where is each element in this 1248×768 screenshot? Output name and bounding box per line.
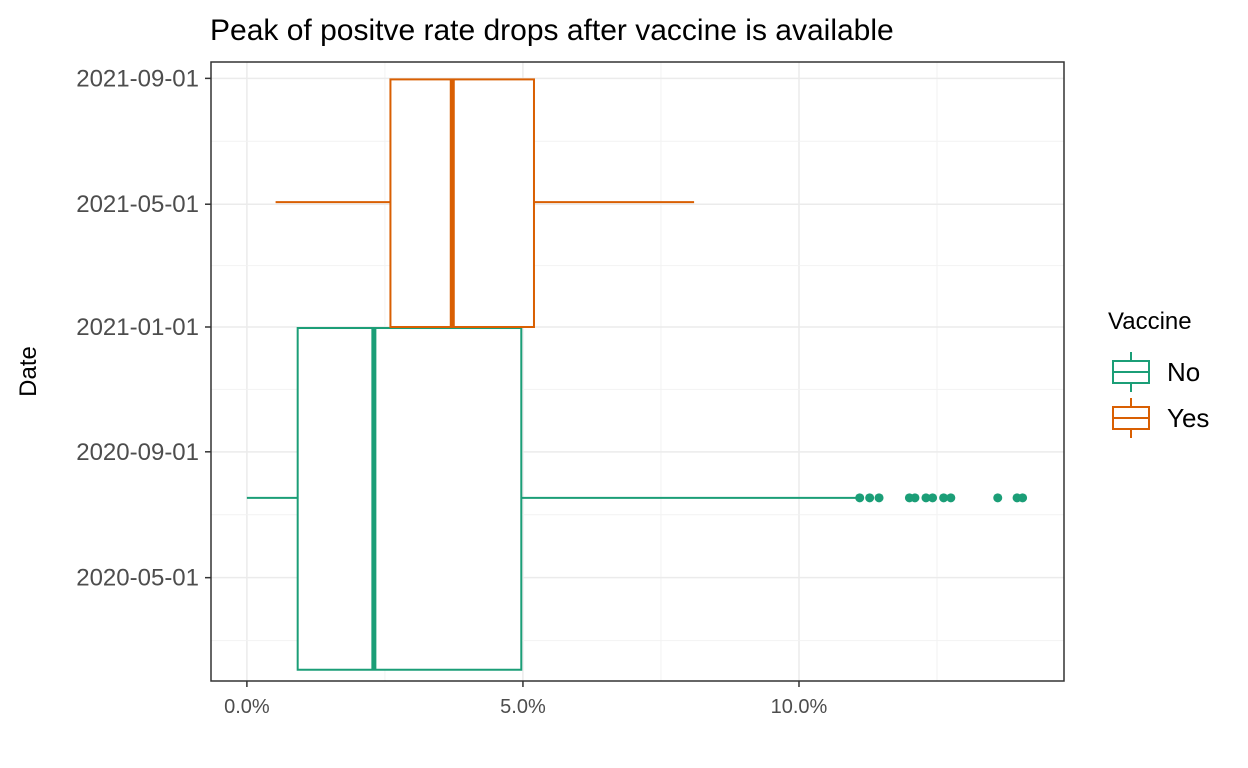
outlier-point [993,493,1003,503]
y-axis-title: Date [15,346,42,397]
x-tick-label: 5.0% [500,696,546,718]
outlier-point [865,493,875,503]
box-iqr [389,78,535,328]
legend-title: Vaccine [1108,308,1192,335]
outlier-point [946,493,956,503]
x-axis: 0.0% 5.0% 10.0% [224,681,828,718]
legend-label-no: No [1167,357,1200,387]
x-tick-label: 10.0% [771,696,828,718]
y-tick-label: 2021-01-01 [76,314,199,341]
outlier-point [910,493,920,503]
chart-title: Peak of positve rate drops after vaccine… [210,14,894,47]
outlier-point [874,493,884,503]
outlier-point [855,493,865,503]
boxes [246,78,1028,671]
y-tick-label: 2020-05-01 [76,565,199,592]
legend: Vaccine No Yes [1108,308,1209,438]
outlier-point [921,493,931,503]
outlier-point [1018,493,1028,503]
plot-panel [210,61,1065,682]
box-no [246,327,1028,671]
y-tick-label: 2021-05-01 [76,191,199,218]
box-yes [275,78,695,328]
y-tick-label: 2021-09-01 [76,65,199,92]
y-axis: 2020-05-01 2020-09-01 2021-01-01 2021-05-01… [76,65,211,592]
y-tick-label: 2020-09-01 [76,439,199,466]
x-tick-label: 0.0% [224,696,270,718]
legend-label-yes: Yes [1167,403,1209,433]
box-iqr [296,327,523,671]
outlier-point [928,493,938,503]
legend-key-yes [1112,398,1150,438]
legend-key-no [1112,352,1150,392]
outlier-point [939,493,949,503]
